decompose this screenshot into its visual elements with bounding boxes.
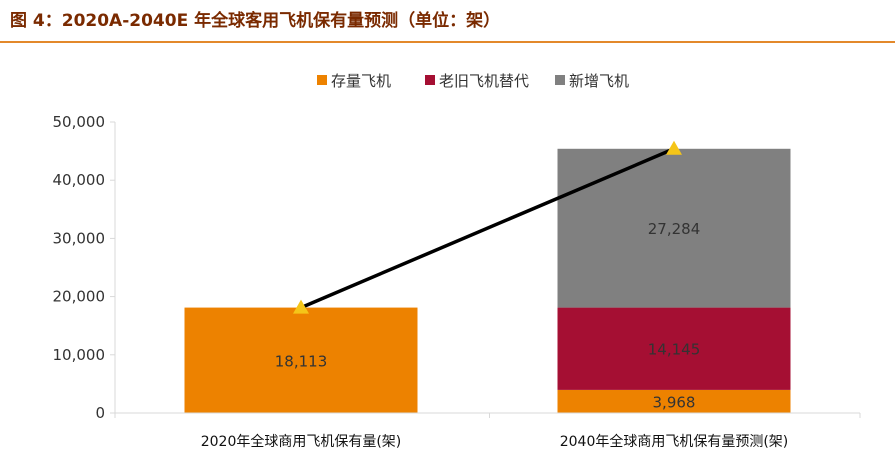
total-trend-line	[293, 140, 682, 314]
legend-label-3: 新增飞机	[569, 72, 629, 90]
legend: 存量飞机 老旧飞机替代 新增飞机	[317, 72, 629, 90]
trend-line	[300, 147, 675, 310]
legend-swatch-3	[555, 75, 565, 85]
y-axis: 0 10,000 20,000 30,000 40,000 50,000	[53, 113, 116, 422]
bar-segment-2-1	[557, 389, 791, 413]
title-divider	[0, 41, 895, 43]
data-label: 14,145	[648, 341, 701, 359]
x-category-label-1: 2020年全球商用飞机保有量(架)	[201, 433, 402, 450]
legend-label-2: 老旧飞机替代	[439, 72, 529, 90]
data-label: 3,968	[653, 393, 696, 411]
x-category-label-2: 2040年全球商用飞机保有量预测(架)	[560, 433, 789, 450]
bars: 18,113 3,968 14,145 27,284	[184, 148, 791, 413]
data-label: 18,113	[275, 352, 328, 370]
trend-marker-1	[293, 299, 309, 314]
y-tick-label: 40,000	[53, 171, 106, 189]
figure-title: 图 4：2020A-2040E 年全球客用飞机保有量预测（单位：架）	[10, 11, 501, 31]
legend-swatch-1	[317, 75, 327, 85]
legend-swatch-2	[425, 75, 435, 85]
legend-label-1: 存量飞机	[331, 72, 391, 90]
data-label: 27,284	[648, 220, 701, 238]
y-tick-label: 50,000	[53, 113, 106, 131]
y-tick-label: 0	[95, 404, 105, 422]
y-tick-label: 20,000	[53, 288, 106, 306]
bar-segment-1-1	[184, 307, 418, 413]
y-tick-label: 10,000	[53, 346, 106, 364]
x-axis: 2020年全球商用飞机保有量(架) 2040年全球商用飞机保有量预测(架)	[114, 412, 861, 450]
trend-marker-2	[666, 140, 682, 155]
y-tick-label: 30,000	[53, 229, 106, 247]
bar-segment-2-2	[557, 307, 791, 390]
bar-segment-2-3	[557, 148, 791, 308]
